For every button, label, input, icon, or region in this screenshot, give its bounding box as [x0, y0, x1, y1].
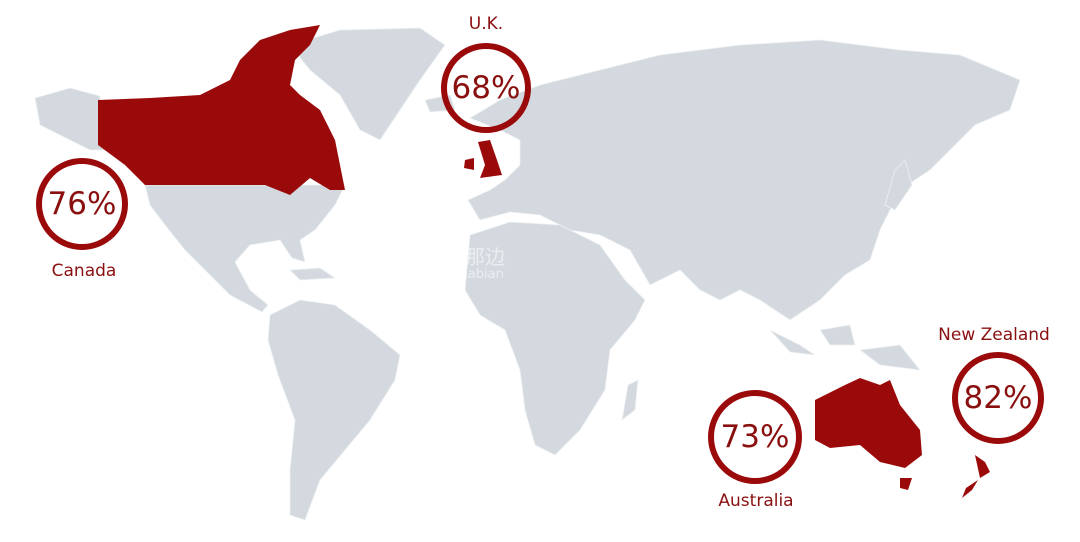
- indonesia: [769, 324, 921, 371]
- usa-mexico: [144, 184, 346, 313]
- uk-shape: [464, 140, 502, 178]
- new-zealand-shape: [962, 455, 990, 498]
- eurasia: [467, 39, 1021, 321]
- australia-shape: [815, 378, 922, 490]
- canada-label: Canada: [51, 261, 117, 281]
- canada-badge: 76%: [36, 158, 128, 250]
- australia-badge: 73%: [708, 390, 802, 484]
- africa: [464, 221, 646, 456]
- australia-value: 73%: [720, 419, 790, 455]
- new-zealand-badge: 82%: [952, 352, 1044, 444]
- canada-shape: [98, 25, 345, 195]
- uk-badge: 68%: [441, 43, 531, 133]
- madagascar: [621, 379, 639, 421]
- greenland: [289, 27, 446, 141]
- australia-label: Australia: [718, 491, 794, 511]
- watermark-cn: 海那边: [445, 245, 505, 269]
- watermark: 海那边 Hinabian: [445, 245, 505, 284]
- new-zealand-label: New Zealand: [938, 325, 1050, 345]
- watermark-en: Hinabian: [446, 267, 504, 282]
- uk-label: U.K.: [468, 14, 504, 34]
- japan: [884, 159, 913, 211]
- new-zealand-value: 82%: [963, 380, 1033, 416]
- canada-value: 76%: [47, 186, 117, 222]
- south-america: [267, 299, 401, 521]
- uk-value: 68%: [451, 70, 521, 106]
- caribbean: [289, 267, 337, 281]
